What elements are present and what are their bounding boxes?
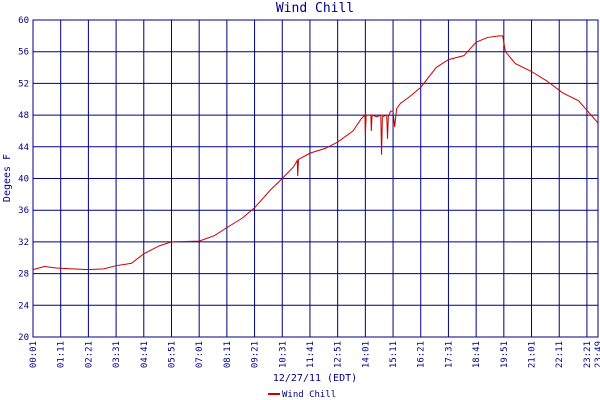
y-tick-label: 40	[18, 175, 29, 185]
x-tick-label: 00:01	[29, 341, 39, 368]
x-tick-label: 12:51	[334, 341, 344, 368]
x-tick-label: 15:11	[389, 341, 399, 368]
x-tick-label: 07:01	[195, 341, 205, 368]
y-tick-label: 52	[18, 79, 29, 89]
x-tick-label: 11:41	[306, 341, 316, 368]
x-tick-label: 03:31	[112, 341, 122, 368]
x-tick-label: 23:21	[583, 341, 593, 368]
x-tick-label: 16:21	[417, 341, 427, 368]
x-tick-label: 17:31	[444, 341, 454, 368]
x-tick-label: 22:11	[555, 341, 565, 368]
legend-label: Wind Chill	[282, 390, 336, 400]
y-tick-label: 36	[18, 206, 29, 216]
y-axis-label: Degees F	[2, 154, 13, 202]
y-tick-label: 44	[18, 143, 29, 153]
x-tick-label: 04:41	[140, 341, 150, 368]
x-tick-label: 18:41	[472, 341, 482, 368]
x-tick-label: 09:21	[251, 341, 261, 368]
x-tick-label: 05:51	[167, 341, 177, 368]
x-tick-label: 02:21	[84, 341, 94, 368]
y-tick-label: 20	[18, 333, 29, 343]
y-tick-label: 60	[18, 16, 29, 26]
y-tick-label: 56	[18, 48, 29, 58]
chart-title: Wind Chill	[276, 1, 354, 16]
y-tick-label: 32	[18, 238, 29, 248]
x-axis-label: 12/27/11 (EDT)	[273, 373, 357, 384]
y-tick-label: 48	[18, 111, 29, 121]
data-line	[32, 35, 599, 271]
x-tick-label: 23:49	[594, 341, 600, 368]
x-tick-label: 08:11	[223, 341, 233, 368]
y-tick-label: 28	[18, 270, 29, 280]
x-tick-label: 01:11	[57, 341, 67, 368]
x-tick-label: 19:51	[500, 341, 510, 368]
y-tick-label: 24	[18, 301, 29, 311]
x-tick-label: 14:01	[361, 341, 371, 368]
x-tick-label: 21:01	[528, 341, 538, 368]
x-tick-label: 10:31	[278, 341, 288, 368]
